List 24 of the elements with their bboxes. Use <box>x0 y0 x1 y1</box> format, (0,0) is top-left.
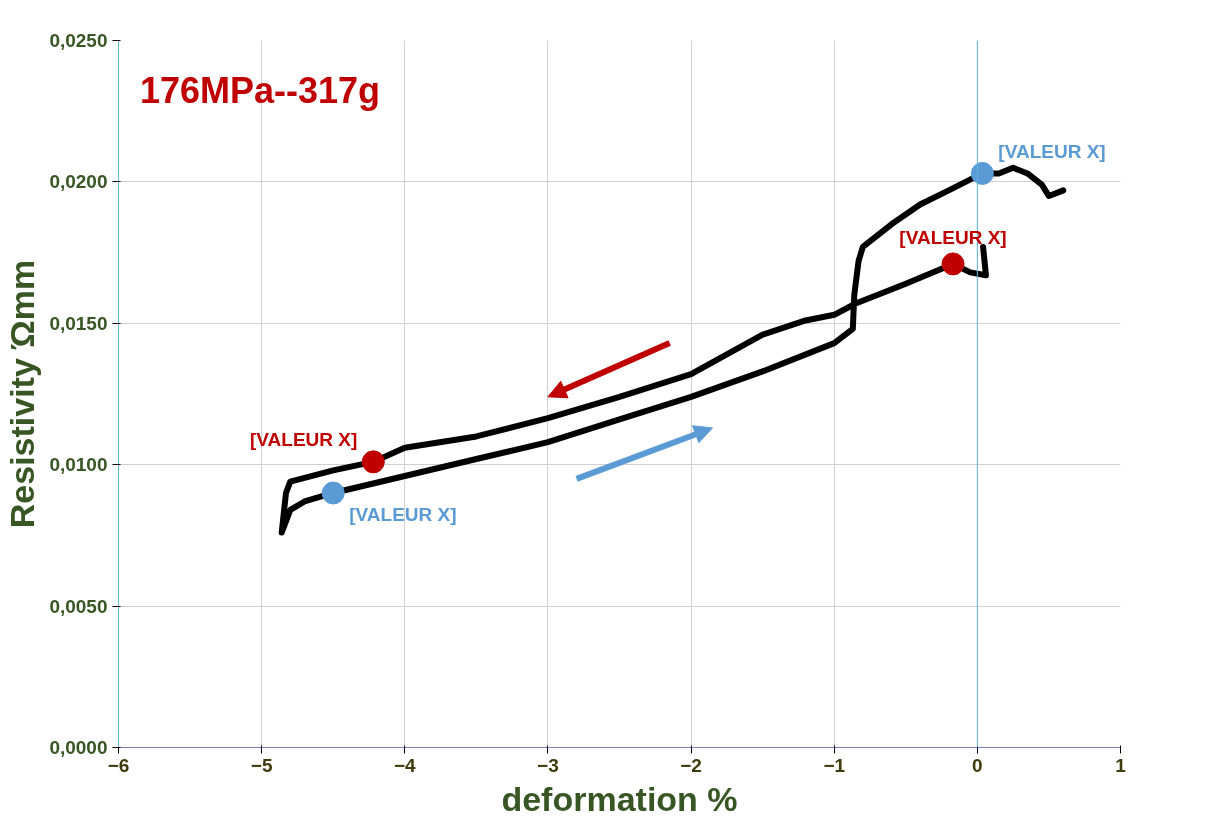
point <box>321 481 345 505</box>
x-tick-label: −3 <box>537 754 559 776</box>
point <box>361 450 385 474</box>
x-tick-label: −2 <box>680 754 702 776</box>
x-tick-label: 0 <box>972 754 983 776</box>
y-tick-label: 0,0100 <box>49 454 108 476</box>
y-tick-label: 0,0200 <box>49 171 108 193</box>
y-tick-label: 0,0150 <box>49 312 108 334</box>
x-tick-label: 1 <box>1115 754 1127 776</box>
x-tick-label: −6 <box>107 754 130 776</box>
point <box>941 252 965 276</box>
text: 176MPa--317g <box>139 70 381 112</box>
y-tick-label: 0,0250 <box>49 30 108 51</box>
x-tick-label: −1 <box>823 754 846 776</box>
x-tick-label: −4 <box>393 754 417 776</box>
y-tick-label: 0,0050 <box>49 595 108 617</box>
data-label: [VALEUR X] <box>349 504 457 526</box>
x-axis-title: deformation % <box>501 779 738 818</box>
data-label: [VALEUR X] <box>249 429 358 451</box>
point <box>970 161 994 185</box>
x-tick-label: −5 <box>250 754 273 776</box>
data-label: [VALEUR X] <box>998 140 1106 162</box>
y-axis-title: Resistivity Ώmm <box>3 259 42 529</box>
y-tick-label: 0,0000 <box>49 737 108 758</box>
